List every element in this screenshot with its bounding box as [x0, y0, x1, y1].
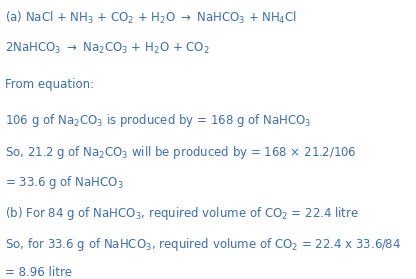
Text: (b) For 84 g of NaHCO$_3$, required volume of CO$_2$ = 22.4 litre: (b) For 84 g of NaHCO$_3$, required volu… [5, 205, 359, 222]
Text: So, 21.2 g of Na$_2$CO$_3$ will be produced by = 168 $\times$ 21.2/106: So, 21.2 g of Na$_2$CO$_3$ will be produ… [5, 144, 357, 161]
Text: From equation:: From equation: [5, 78, 94, 91]
Text: = 33.6 g of NaHCO$_3$: = 33.6 g of NaHCO$_3$ [5, 174, 124, 191]
Text: 2NaHCO$_3$ $\rightarrow$ Na$_2$CO$_3$ + H$_2$O + CO$_2$: 2NaHCO$_3$ $\rightarrow$ Na$_2$CO$_3$ + … [5, 40, 210, 56]
Text: So, for 33.6 g of NaHCO$_3$, required volume of CO$_2$ = 22.4 x 33.6/84: So, for 33.6 g of NaHCO$_3$, required vo… [5, 236, 401, 253]
Text: 106 g of Na$_2$CO$_3$ is produced by = 168 g of NaHCO$_3$: 106 g of Na$_2$CO$_3$ is produced by = 1… [5, 112, 312, 129]
Text: (a) NaCl + NH$_3$ + CO$_2$ + H$_2$O $\rightarrow$ NaHCO$_3$ + NH$_4$Cl: (a) NaCl + NH$_3$ + CO$_2$ + H$_2$O $\ri… [5, 10, 297, 26]
Text: = 8.96 litre: = 8.96 litre [5, 266, 72, 279]
